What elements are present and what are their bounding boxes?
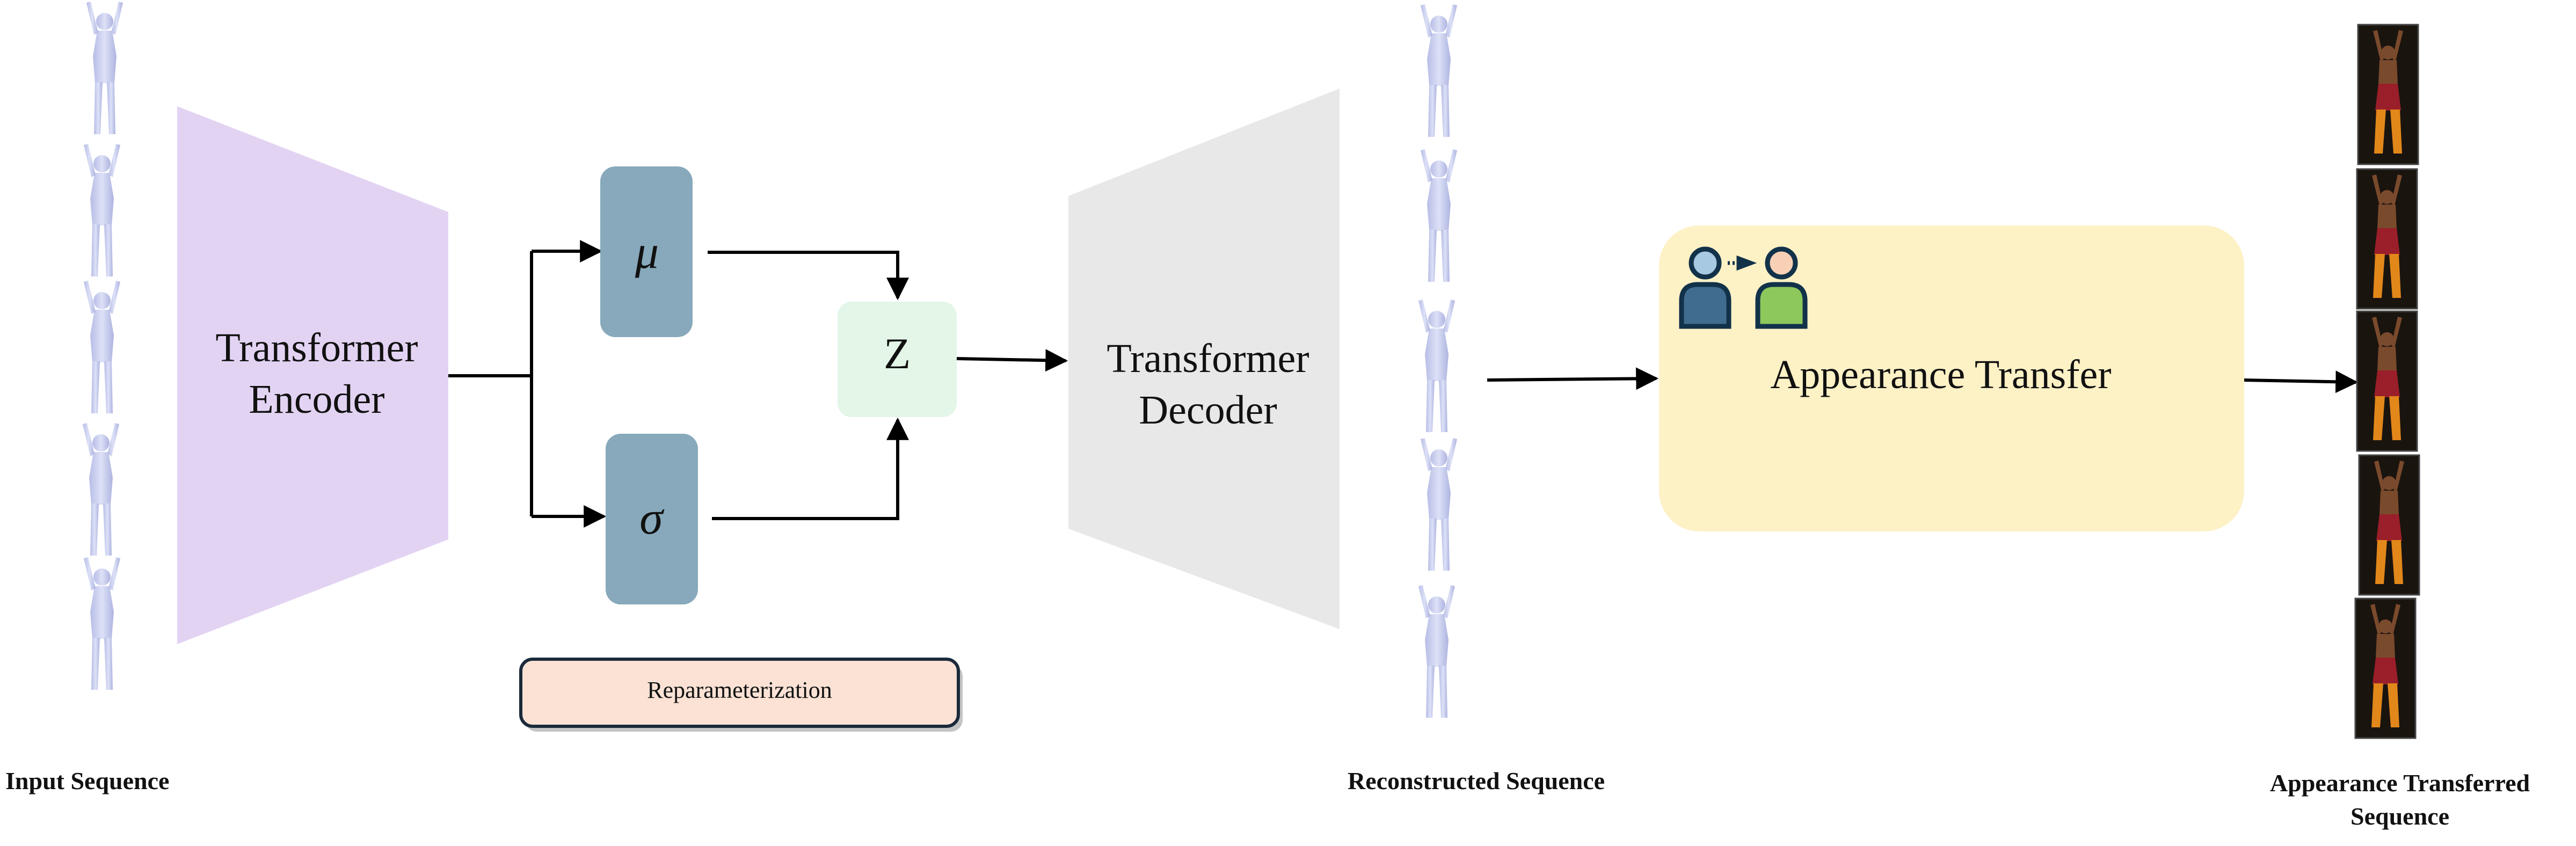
appearance-frame xyxy=(2357,24,2419,165)
appearance-frame xyxy=(2356,168,2418,310)
appearance-frame xyxy=(2354,597,2417,739)
encoder-connectors xyxy=(448,240,607,528)
reconstructed-sequence xyxy=(1418,4,1457,718)
input-frame xyxy=(84,144,120,276)
latent-connectors xyxy=(708,251,909,520)
appearance-frame xyxy=(2356,310,2418,452)
mu-label: μ xyxy=(635,227,659,279)
appearance-sequence xyxy=(2354,24,2420,739)
appearance-frame xyxy=(2358,454,2420,596)
input-sequence-caption: Input Sequence xyxy=(5,767,170,794)
appearance-transfer-label: Appearance Transfer xyxy=(1770,352,2112,397)
input-frame xyxy=(83,423,119,556)
transfer-to-output-arrow xyxy=(2244,370,2359,393)
reconstructed-sequence-caption: Reconstructed Sequence xyxy=(1348,767,1605,794)
reconstructed-frame xyxy=(1418,300,1455,432)
decoder-label: Transformer Decoder xyxy=(1107,336,1309,433)
reconstructed-frame xyxy=(1421,149,1457,282)
z-to-decoder-arrow xyxy=(956,349,1068,372)
decoder-block xyxy=(1068,89,1340,629)
sigma-block xyxy=(606,434,698,604)
input-sequence xyxy=(83,2,123,690)
mu-block xyxy=(600,166,693,337)
input-frame xyxy=(84,557,120,690)
encoder-label: Transformer Encoder xyxy=(215,325,418,422)
recon-to-transfer-arrow xyxy=(1487,367,1659,390)
input-frame xyxy=(86,2,123,134)
z-block xyxy=(838,302,957,417)
person-transfer-icon xyxy=(1679,246,1808,329)
appearance-sequence-caption: Appearance Transferred Sequence xyxy=(2269,769,2530,830)
encoder-block xyxy=(177,106,448,644)
reconstructed-frame xyxy=(1421,4,1457,137)
reparameterization-block xyxy=(519,658,960,728)
z-label: Z xyxy=(883,329,911,378)
input-frame xyxy=(84,281,120,413)
sigma-label: σ xyxy=(639,492,663,544)
reparameterization-label: Reparameterization xyxy=(647,677,832,703)
reconstructed-frame xyxy=(1418,585,1455,718)
reconstructed-frame xyxy=(1421,438,1457,571)
